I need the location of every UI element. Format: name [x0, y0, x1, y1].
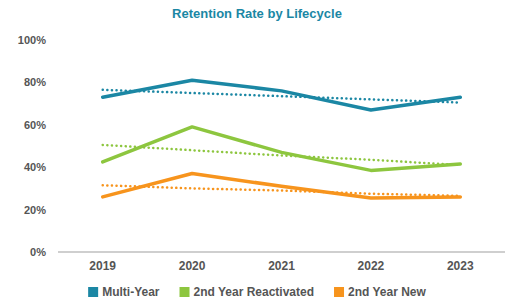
y-tick-label: 20% [24, 204, 46, 216]
series-line [103, 174, 461, 198]
series-line [103, 127, 461, 170]
y-tick-label: 0% [30, 246, 46, 258]
chart-svg: Retention Rate by Lifecycle 0% 20% 40% 60% 80… [0, 0, 514, 308]
baseline [58, 251, 505, 253]
chart-title: Retention Rate by Lifecycle [172, 6, 342, 21]
y-tick-label: 100% [18, 34, 46, 46]
series-line [103, 80, 461, 110]
legend-label: 2nd Year Reactivated [194, 285, 315, 299]
legend-label: 2nd Year New [348, 285, 426, 299]
x-tick-label: 2022 [358, 259, 385, 273]
y-tick-label: 60% [24, 119, 46, 131]
chart-container: Retention Rate by Lifecycle 0% 20% 40% 60% 80… [0, 0, 514, 308]
x-tick-label: 2021 [268, 259, 295, 273]
x-tick-label: 2019 [89, 259, 116, 273]
x-tick-label: 2023 [447, 259, 474, 273]
y-tick-label: 40% [24, 161, 46, 173]
y-tick-label: 80% [24, 76, 46, 88]
legend: Multi-Year 2nd Year Reactivated 2nd Year N… [88, 285, 426, 299]
legend-swatch [88, 287, 98, 297]
legend-swatch [180, 287, 190, 297]
legend-swatch [334, 287, 344, 297]
marks [103, 80, 461, 198]
x-tick-label: 2020 [179, 259, 206, 273]
legend-label: Multi-Year [102, 285, 160, 299]
trend-line [103, 145, 461, 165]
